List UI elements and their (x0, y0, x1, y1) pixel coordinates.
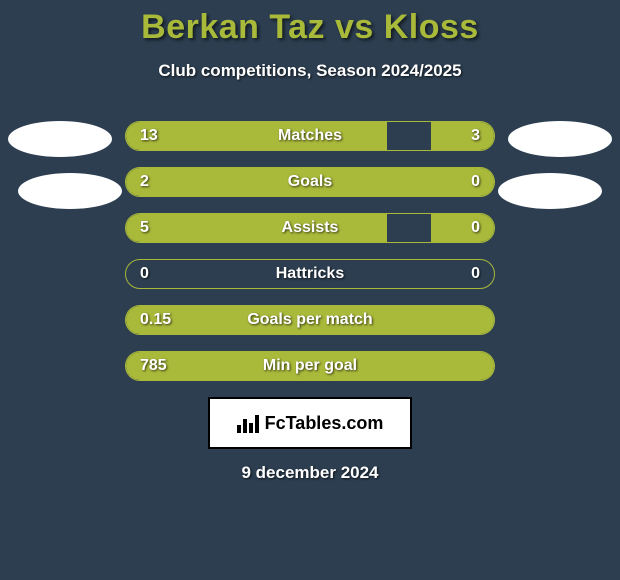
stat-row-matches: 13 Matches 3 (125, 121, 495, 151)
stat-label: Goals (126, 168, 494, 196)
chart-icon (237, 413, 259, 433)
stat-right-value: 3 (471, 122, 480, 150)
stat-label: Matches (126, 122, 494, 150)
root: Berkan Taz vs Kloss Club competitions, S… (0, 0, 620, 483)
stat-row-hattricks: 0 Hattricks 0 (125, 259, 495, 289)
bars-container: 13 Matches 3 2 Goals 0 5 Assists 0 (125, 121, 495, 381)
stat-row-gpm: 0.15 Goals per match (125, 305, 495, 335)
watermark: FcTables.com (208, 397, 412, 449)
stat-row-mpg: 785 Min per goal (125, 351, 495, 381)
player1-avatar (8, 121, 112, 157)
player1-club-avatar (18, 173, 122, 209)
stat-label: Min per goal (126, 352, 494, 380)
date-text: 9 december 2024 (0, 463, 620, 483)
stat-label: Goals per match (126, 306, 494, 334)
page-subtitle: Club competitions, Season 2024/2025 (0, 61, 620, 81)
stat-label: Assists (126, 214, 494, 242)
stats-area: 13 Matches 3 2 Goals 0 5 Assists 0 (0, 121, 620, 381)
stat-row-assists: 5 Assists 0 (125, 213, 495, 243)
player2-avatar (508, 121, 612, 157)
stat-label: Hattricks (126, 260, 494, 288)
stat-right-value: 0 (471, 260, 480, 288)
player2-club-avatar (498, 173, 602, 209)
watermark-text: FcTables.com (265, 413, 384, 434)
page-title: Berkan Taz vs Kloss (0, 8, 620, 47)
stat-right-value: 0 (471, 168, 480, 196)
stat-right-value: 0 (471, 214, 480, 242)
stat-row-goals: 2 Goals 0 (125, 167, 495, 197)
